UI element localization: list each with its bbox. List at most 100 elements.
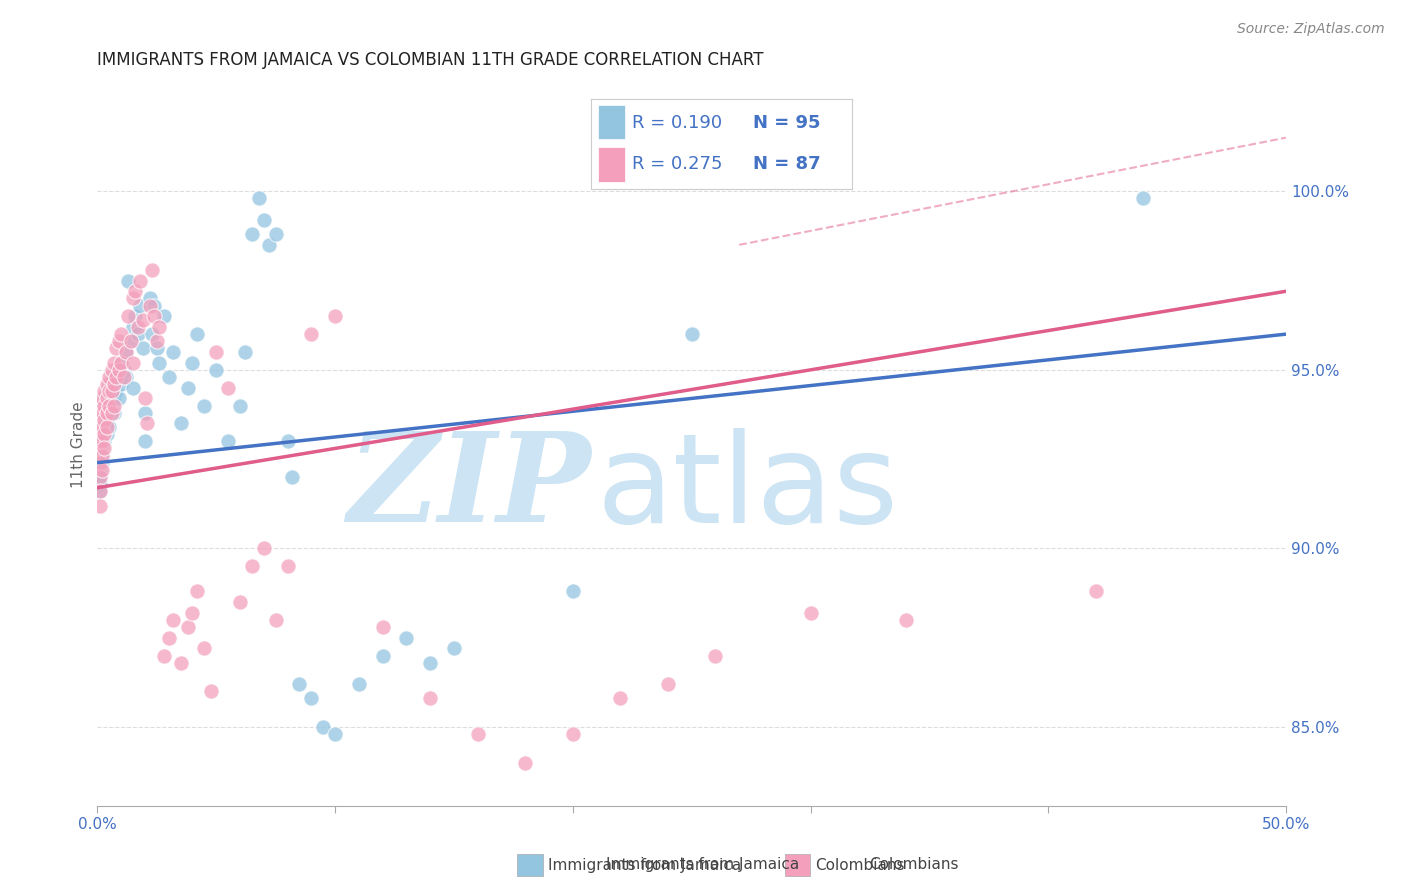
- Point: [240, 559, 263, 574]
- Point: [103, 377, 125, 392]
- Text: Colombians: Colombians: [815, 858, 905, 872]
- Point: [205, 363, 228, 377]
- Point: [136, 417, 159, 431]
- Point: [240, 227, 263, 241]
- Point: [89, 413, 111, 427]
- Point: [103, 399, 125, 413]
- Point: [91, 427, 114, 442]
- Point: [89, 442, 111, 456]
- Point: [91, 456, 114, 470]
- Point: [93, 399, 115, 413]
- Point: [89, 442, 111, 456]
- Point: [131, 342, 153, 356]
- Point: [153, 310, 176, 324]
- Point: [1084, 584, 1107, 599]
- Point: [200, 684, 222, 698]
- Point: [96, 420, 118, 434]
- Point: [107, 370, 129, 384]
- Point: [89, 484, 111, 499]
- Point: [157, 370, 180, 384]
- Point: [91, 406, 114, 420]
- Point: [264, 227, 287, 241]
- Point: [91, 413, 114, 427]
- Point: [288, 677, 311, 691]
- Point: [347, 677, 370, 691]
- Point: [89, 470, 111, 484]
- Point: [93, 434, 115, 449]
- Point: [122, 320, 145, 334]
- Point: [124, 285, 146, 299]
- Point: [98, 377, 121, 392]
- Point: [91, 434, 114, 449]
- Point: [148, 356, 170, 370]
- Point: [96, 406, 118, 420]
- Point: [93, 420, 115, 434]
- Point: [281, 470, 304, 484]
- Point: [100, 370, 122, 384]
- Point: [217, 434, 239, 449]
- Point: [157, 631, 180, 645]
- Point: [91, 449, 114, 463]
- Point: [181, 356, 204, 370]
- Point: [323, 727, 346, 741]
- Point: [148, 320, 170, 334]
- Point: [112, 363, 135, 377]
- Point: [299, 327, 322, 342]
- Point: [107, 334, 129, 349]
- Point: [91, 420, 114, 434]
- Point: [894, 613, 917, 627]
- FancyBboxPatch shape: [785, 854, 810, 876]
- Point: [110, 327, 132, 342]
- Point: [107, 363, 129, 377]
- Point: [98, 392, 121, 406]
- Point: [93, 406, 115, 420]
- Point: [117, 310, 139, 324]
- Point: [120, 334, 142, 349]
- Point: [96, 406, 118, 420]
- Point: [186, 584, 208, 599]
- Point: [89, 499, 111, 513]
- Point: [103, 392, 125, 406]
- Point: [100, 363, 122, 377]
- Text: atlas: atlas: [596, 427, 898, 549]
- Point: [105, 370, 128, 384]
- Point: [91, 420, 114, 434]
- Point: [115, 345, 138, 359]
- Point: [103, 406, 125, 420]
- Point: [122, 381, 145, 395]
- Point: [657, 677, 679, 691]
- Point: [89, 399, 111, 413]
- Point: [100, 406, 122, 420]
- Point: [253, 541, 276, 556]
- Point: [323, 310, 346, 324]
- Point: [371, 648, 394, 663]
- Point: [89, 434, 111, 449]
- Point: [98, 406, 121, 420]
- Point: [89, 427, 111, 442]
- Point: [98, 370, 121, 384]
- Point: [257, 237, 280, 252]
- Point: [93, 399, 115, 413]
- Point: [233, 345, 256, 359]
- Point: [89, 477, 111, 491]
- Point: [100, 399, 122, 413]
- Point: [129, 274, 152, 288]
- Point: [89, 456, 111, 470]
- Point: [110, 356, 132, 370]
- Point: [704, 648, 727, 663]
- Point: [217, 381, 239, 395]
- Point: [91, 392, 114, 406]
- Point: [134, 406, 156, 420]
- Point: [141, 263, 163, 277]
- Point: [91, 434, 114, 449]
- Point: [89, 484, 111, 499]
- Point: [115, 345, 138, 359]
- Point: [91, 406, 114, 420]
- Point: [169, 656, 191, 670]
- Point: [141, 327, 163, 342]
- Point: [93, 413, 115, 427]
- Point: [112, 370, 135, 384]
- Point: [176, 381, 198, 395]
- Text: Immigrants from Jamaica: Immigrants from Jamaica: [606, 857, 800, 872]
- Point: [91, 449, 114, 463]
